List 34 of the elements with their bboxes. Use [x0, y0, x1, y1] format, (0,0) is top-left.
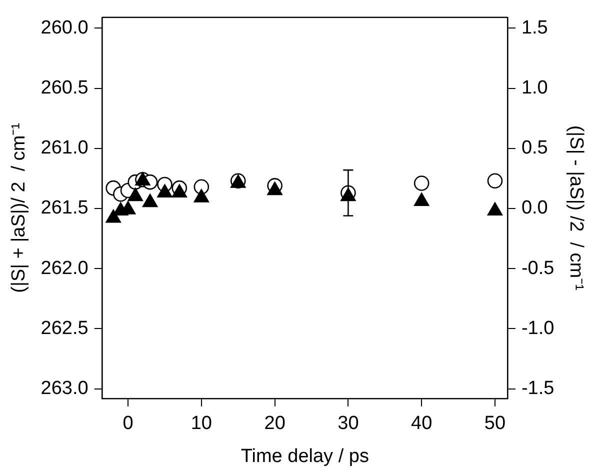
point — [414, 176, 430, 191]
point — [172, 184, 187, 198]
point — [106, 209, 121, 223]
point — [487, 202, 503, 216]
y-tick-label: 263.0 — [40, 378, 88, 400]
x-tick-label: 50 — [484, 413, 506, 434]
x-tick-label: 30 — [338, 413, 359, 434]
y2-tick-label: 0.5 — [521, 138, 548, 159]
y-tick-label: 261.0 — [40, 138, 88, 159]
x-tick-label: 0 — [122, 413, 134, 434]
y2-tick-label: 1.5 — [521, 17, 548, 38]
y-tick-label: 262.0 — [40, 258, 88, 279]
point — [142, 194, 158, 208]
point — [157, 184, 172, 198]
y2-tick-label: -1.5 — [521, 378, 554, 400]
x-tick-label: 40 — [411, 413, 432, 434]
y2-tick-label: 1.0 — [521, 78, 548, 99]
x-axis-title: Time delay / ps — [240, 446, 369, 467]
point — [128, 188, 143, 202]
x-tick-label: 10 — [190, 413, 212, 434]
y2-tick-label: 0.0 — [521, 198, 548, 219]
y-tick-label: 260.5 — [40, 78, 88, 99]
point — [194, 189, 209, 202]
point — [414, 192, 430, 206]
y-tick-label: 262.5 — [40, 318, 88, 339]
x-tick-label: 20 — [264, 413, 286, 434]
y2-tick-label: -0.5 — [521, 258, 554, 279]
y2-axis-title: (|S| - |aS|) /2 / cm⁻¹ — [565, 125, 586, 290]
y2-tick-label: -1.0 — [521, 318, 554, 339]
y-tick-label: 260.0 — [40, 17, 88, 38]
y-tick-label: 261.5 — [40, 198, 88, 219]
point — [267, 182, 282, 196]
y-axis-title: (|S| + |aS|)/ 2 / cm⁻¹ — [8, 122, 30, 293]
point — [487, 173, 503, 189]
